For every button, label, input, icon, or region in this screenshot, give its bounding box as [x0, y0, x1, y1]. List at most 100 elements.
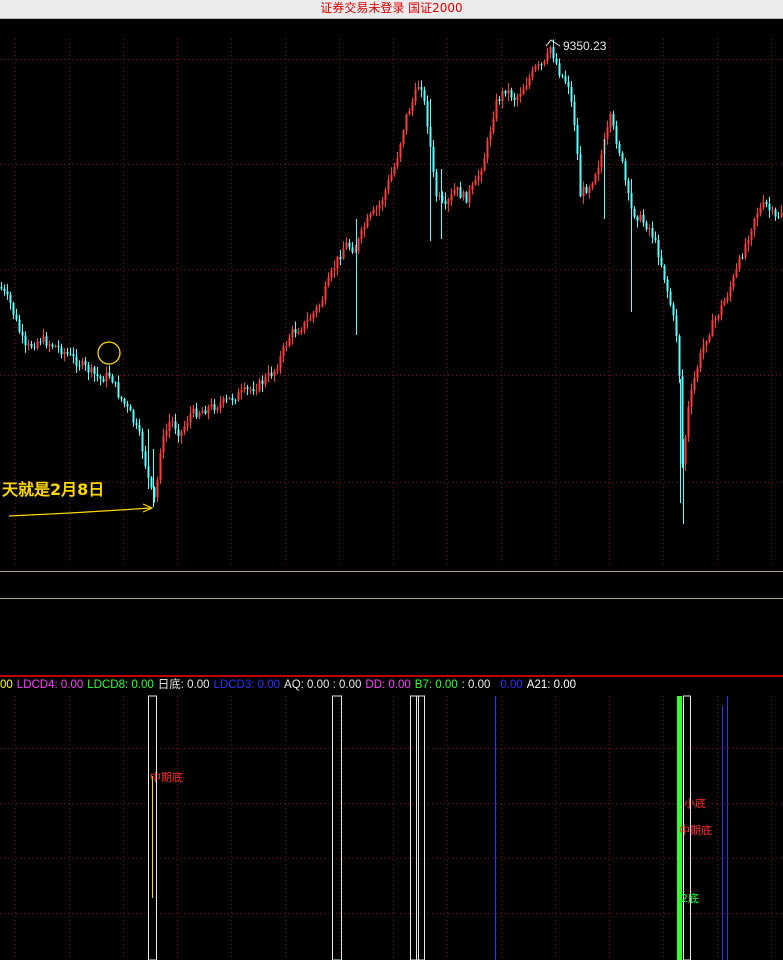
candle-body [315, 307, 318, 313]
candle-body [153, 487, 156, 498]
candle-body [663, 265, 666, 280]
candle-body [465, 192, 468, 203]
candle-body [780, 212, 783, 217]
candle-body [438, 195, 441, 197]
signal-label: 小底 [684, 796, 706, 810]
candle-body [162, 436, 165, 454]
candle-body [345, 242, 348, 249]
candle-body [525, 85, 528, 89]
candle-body [306, 319, 309, 323]
candle-body [186, 422, 189, 427]
high-marker [545, 39, 561, 47]
candle-body [279, 355, 282, 369]
candle-body [714, 318, 717, 321]
signal-bar [332, 695, 342, 960]
candle-body [288, 337, 291, 346]
candle-body [387, 180, 390, 191]
indicator-value: LDCD4: 0.00 [16, 679, 84, 691]
candle-body [198, 412, 201, 417]
candle-body [348, 242, 351, 248]
candle-body [717, 315, 720, 319]
candle-body [633, 208, 636, 217]
candle-body [618, 144, 621, 154]
indicator-value: 00 [0, 679, 13, 691]
candle-body [453, 190, 456, 195]
candle-body [318, 306, 321, 308]
candle-body [441, 195, 444, 201]
candle-body [213, 404, 216, 410]
candle-body [63, 352, 66, 355]
candle-body [507, 90, 510, 94]
candle-body [477, 175, 480, 180]
signal-label: 中期底 [679, 823, 712, 837]
candle-body [723, 300, 726, 305]
candle-body [669, 291, 672, 305]
candle-body [738, 257, 741, 269]
candle-body [510, 90, 513, 98]
candle-body [216, 408, 219, 411]
indicator-value: AQ: 0.00 : 0.00 [284, 679, 362, 691]
candle-body [516, 96, 519, 100]
indicator-value: : 0.00 [461, 679, 491, 691]
candle-body [240, 389, 243, 393]
candle-body [759, 207, 762, 214]
candle-body [693, 378, 696, 390]
candle-body [111, 376, 114, 383]
candle-body [117, 382, 120, 398]
candle-body [369, 213, 372, 218]
signal-bar [410, 695, 419, 960]
candle-body [561, 75, 564, 77]
candle-body [243, 387, 246, 390]
candle-body [432, 146, 435, 173]
candle-body [705, 341, 708, 346]
candle-body [570, 86, 573, 102]
candle-body [765, 202, 768, 204]
candle-body [609, 114, 612, 128]
candle-body [342, 248, 345, 259]
candle-body [519, 94, 522, 97]
candle-body [174, 421, 177, 430]
candle-body [546, 53, 549, 62]
candle-body [417, 87, 420, 90]
candle-body [474, 179, 477, 185]
candle-body [102, 378, 105, 382]
candle-body [9, 294, 12, 304]
candlestick-chart[interactable]: 9350.23 天就是2月8日 [0, 19, 783, 676]
indicator-value: 0.00 [500, 679, 523, 691]
candle-body [180, 431, 183, 436]
candle-body [384, 190, 387, 201]
candle-body [684, 437, 687, 465]
candle-body [201, 410, 204, 413]
signal-label: 中期底 [150, 770, 183, 784]
candle-body [225, 398, 228, 400]
candle-body [666, 279, 669, 292]
candle-body [108, 372, 111, 377]
candle-body [3, 288, 6, 292]
candle-body [396, 157, 399, 167]
candle-body [504, 91, 507, 94]
candle-body [57, 346, 60, 348]
candle-body [339, 256, 342, 259]
indicator-header: 00 LDCD4: 0.00 LDCD8: 0.00 日底: 0.00 LDCD3: 0… [0, 677, 783, 694]
candle-body [87, 364, 90, 373]
candle-body [237, 392, 240, 401]
candle-body [222, 398, 225, 404]
candle-body [585, 187, 588, 193]
candle-body [249, 388, 252, 390]
high-price-label: 9350.23 [563, 39, 607, 53]
candle-body [291, 329, 294, 338]
candle-body [51, 344, 54, 347]
candle-body [351, 247, 354, 252]
candle-body [66, 352, 69, 354]
candle-body [762, 202, 765, 208]
candle-body [483, 158, 486, 171]
indicator-value: 日底: 0.00 [157, 679, 210, 691]
candle-body [459, 187, 462, 198]
signal-fill [677, 696, 682, 960]
candle-body [372, 209, 375, 214]
candle-body [327, 277, 330, 286]
candle-body [105, 372, 108, 382]
candle-body [600, 154, 603, 168]
candle-body [150, 477, 153, 488]
